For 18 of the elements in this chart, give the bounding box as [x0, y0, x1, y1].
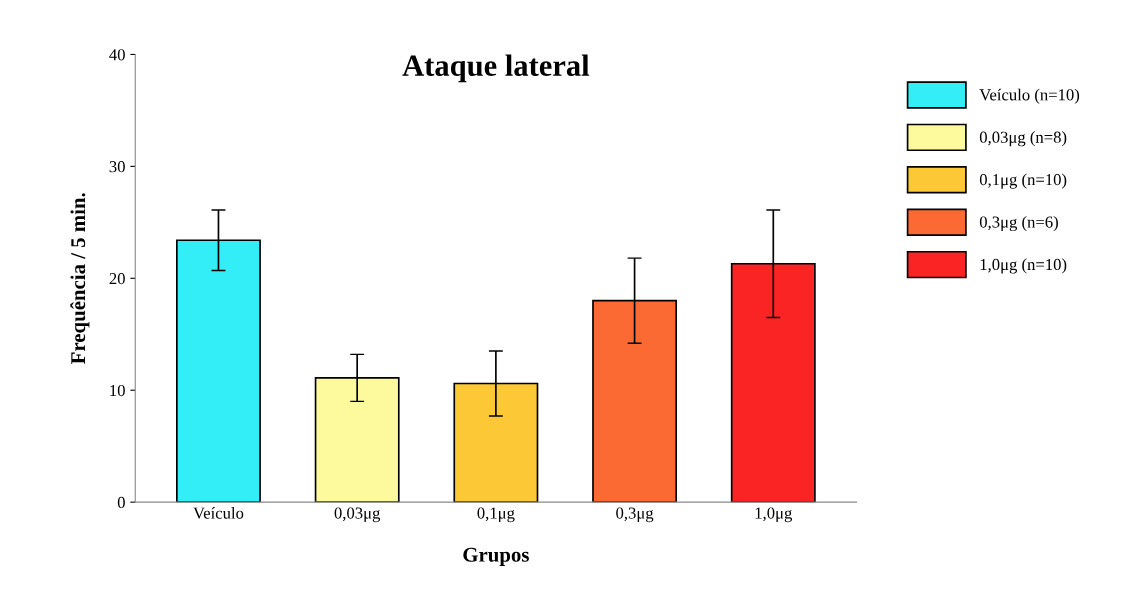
- x-tick-label: 0,1μg: [477, 507, 515, 523]
- legend-label: Veículo (n=10): [979, 88, 1080, 104]
- x-tick-label: 0,03μg: [334, 507, 381, 523]
- x-tick-label: 1,0μg: [755, 507, 793, 523]
- chart-title: Ataque lateral: [402, 54, 590, 83]
- x-axis-title: Grupos: [463, 547, 529, 567]
- y-tick-label: 0: [117, 496, 125, 509]
- legend-label: 0,3μg (n=6): [979, 215, 1058, 232]
- y-tick-label: 30: [109, 161, 125, 173]
- y-tick-label: 20: [109, 273, 125, 285]
- legend-label: 0,1μg (n=10): [979, 173, 1067, 189]
- y-tick-label: 10: [110, 384, 125, 397]
- y-tick-label: 40: [109, 49, 125, 61]
- x-tick-label: 0,3μg: [616, 507, 654, 523]
- y-axis-title: Frequência / 5 min.: [70, 193, 90, 364]
- x-tick-label: Veículo: [193, 506, 244, 519]
- legend-label: 1,0μg (n=10): [980, 258, 1067, 274]
- legend-label: 0,03μg (n=8): [979, 131, 1067, 147]
